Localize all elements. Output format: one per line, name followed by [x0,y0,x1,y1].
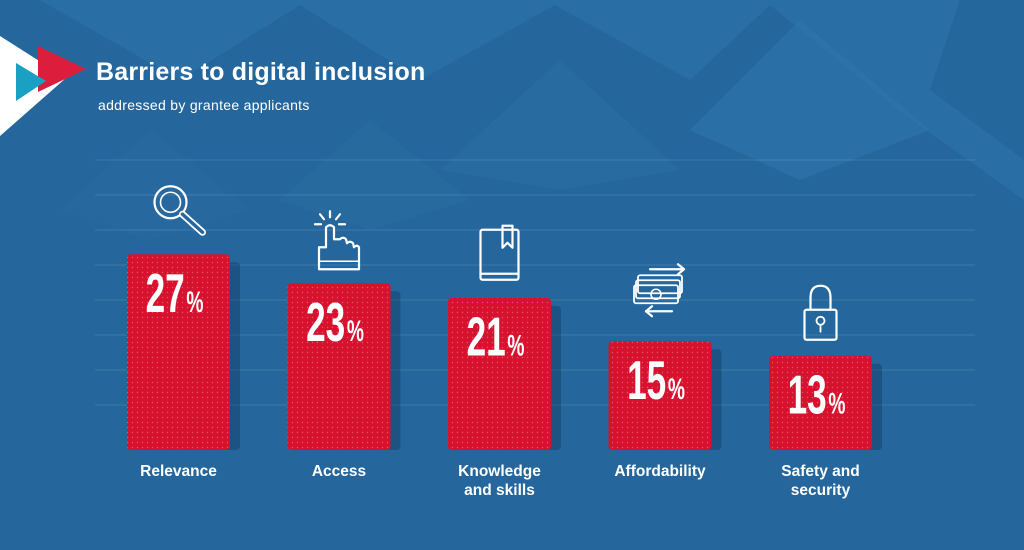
data-label: 13% [788,364,846,426]
chart-subtitle: addressed by grantee applicants [98,97,310,113]
magnifier-icon [153,185,206,236]
book-icon [479,224,520,281]
tick-label: Knowledge [458,463,541,480]
tick-label: Relevance [140,463,217,480]
data-label: 27% [146,262,204,324]
tick-label: Affordability [614,463,706,480]
tick-label: and skills [464,482,535,499]
title-block: Barriers to digital inclusion addressed … [96,58,425,113]
bar-texture [127,254,230,450]
data-label: 23% [306,291,364,353]
bars: 27% Relevance 23% Access 21% Knowledge and ski… [127,185,882,499]
bar-texture [287,283,391,450]
tick-label: Access [312,463,366,480]
tick-label: Safety and [781,463,859,480]
data-label: 21% [467,306,525,368]
bar-texture [769,355,872,450]
logo-arrows-icon [0,36,86,136]
tick-label: security [791,482,851,499]
money-icon [633,263,686,318]
bar-texture [448,297,551,450]
chart-title: Barriers to digital inclusion [96,58,426,86]
data-label: 15% [627,349,685,411]
padlock-icon [803,284,838,341]
pointer-hand-icon [313,210,361,271]
bar-texture [608,341,712,450]
